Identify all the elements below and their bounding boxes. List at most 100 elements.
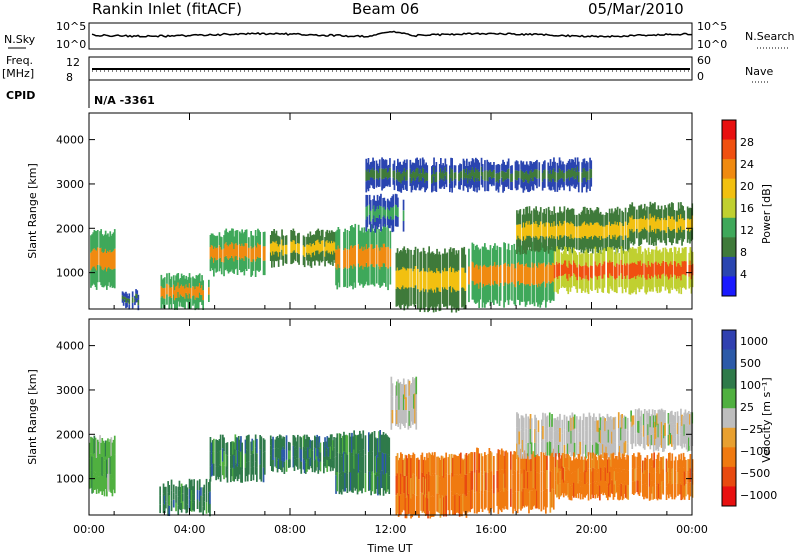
- heatmap-cell: [100, 442, 102, 459]
- heatmap-cell: [311, 461, 314, 473]
- heatmap-cell: [642, 218, 645, 230]
- heatmap-cell: [665, 486, 668, 500]
- heatmap-cell: [541, 173, 544, 182]
- heatmap-cell: [421, 452, 424, 473]
- heatmap-cell: [526, 471, 529, 489]
- heatmap-cell: [461, 287, 463, 308]
- heatmap-cell: [444, 457, 446, 477]
- heatmap-cell: [328, 230, 331, 242]
- heatmap-cell: [661, 274, 663, 287]
- heatmap-cell: [353, 245, 355, 265]
- heatmap-cell: [634, 409, 637, 422]
- heatmap-cell: [244, 467, 247, 482]
- heatmap-cell: [182, 493, 184, 502]
- heatmap-cell: [436, 456, 438, 475]
- heatmap-cell: [604, 453, 607, 468]
- heatmap-cell: [527, 224, 530, 236]
- heatmap-cell: [618, 275, 620, 288]
- heatmap-cell: [400, 410, 403, 424]
- heatmap-cell: [686, 425, 689, 439]
- heatmap-cell: [349, 265, 352, 286]
- heatmap-cell: [542, 412, 544, 426]
- heatmap-cell: [355, 435, 358, 454]
- heatmap-cell: [508, 250, 511, 267]
- heatmap-cell: [102, 440, 105, 458]
- date-title: 05/Mar/2010: [588, 0, 684, 18]
- heatmap-cell: [215, 260, 217, 273]
- heatmap-cell: [688, 208, 690, 219]
- heatmap-cell: [382, 158, 384, 169]
- heatmap-cell: [621, 223, 623, 236]
- heatmap-cell: [262, 452, 265, 468]
- heatmap-cell: [420, 473, 423, 493]
- heatmap-cell: [317, 449, 320, 462]
- heatmap-cell: [521, 240, 524, 254]
- heatmap-cell: [645, 229, 647, 239]
- heatmap-cell: [606, 443, 609, 459]
- heatmap-cell: [516, 470, 519, 492]
- heatmap-cell: [211, 452, 214, 464]
- heatmap-cell: [503, 455, 505, 474]
- heatmap-cell: [172, 294, 175, 305]
- heatmap-cell: [224, 230, 226, 244]
- heatmap-cell: [366, 162, 369, 172]
- heatmap-cell: [188, 283, 191, 294]
- heatmap-cell: [101, 269, 104, 287]
- heatmap-cell: [673, 210, 675, 220]
- heatmap-cell: [112, 250, 115, 270]
- heatmap-cell: [683, 210, 686, 221]
- heatmap-cell: [382, 243, 385, 264]
- heatmap-cell: [335, 249, 337, 268]
- heatmap-cell: [397, 379, 399, 396]
- heatmap-cell: [579, 226, 582, 238]
- heatmap-cell: [369, 434, 371, 454]
- heatmap-cell: [551, 178, 554, 187]
- heatmap-cell: [497, 173, 500, 183]
- heatmap-cell: [670, 484, 672, 497]
- heatmap-cell: [346, 249, 349, 269]
- heatmap-cell: [656, 413, 658, 426]
- heatmap-cell: [613, 417, 616, 430]
- heatmap-cell: [581, 182, 583, 193]
- heatmap-cell: [216, 452, 219, 465]
- heatmap-cell: [392, 219, 395, 232]
- heatmap-cell: [623, 428, 626, 443]
- heatmap-cell: [450, 472, 453, 492]
- heatmap-cell: [282, 436, 284, 447]
- heatmap-cell: [623, 415, 626, 429]
- heatmap-cell: [462, 158, 465, 170]
- heatmap-cell: [364, 473, 367, 493]
- heatmap-cell: [123, 296, 126, 300]
- heatmap-cell: [424, 460, 427, 479]
- heatmap-cell: [660, 434, 663, 448]
- heatmap-cell: [239, 231, 241, 245]
- heatmap-cell: [583, 484, 585, 497]
- heatmap-cell: [649, 416, 652, 428]
- heatmap-cell: [445, 495, 447, 517]
- heatmap-cell: [213, 262, 215, 277]
- heatmap-cell: [467, 455, 469, 475]
- heatmap-cell: [491, 284, 494, 303]
- heatmap-cell: [566, 178, 569, 187]
- heatmap-cell: [462, 248, 464, 268]
- heatmap-cell: [629, 279, 632, 295]
- heatmap-cell: [677, 425, 680, 436]
- heatmap-cell: [664, 261, 667, 277]
- heatmap-cell: [534, 237, 536, 252]
- heatmap-cell: [654, 215, 656, 229]
- heatmap-cell: [559, 206, 561, 221]
- heatmap-cell: [565, 416, 568, 431]
- heatmap-cell: [110, 474, 113, 493]
- heatmap-cell: [574, 484, 576, 497]
- heatmap-cell: [451, 169, 453, 182]
- heatmap-cell: [430, 270, 433, 289]
- heatmap-cell: [565, 178, 568, 186]
- heatmap-cell: [682, 452, 685, 468]
- heatmap-cell: [332, 243, 334, 255]
- heatmap-cell: [674, 424, 677, 437]
- heatmap-cell: [163, 277, 166, 288]
- heatmap-cell: [537, 443, 540, 456]
- heatmap-cell: [432, 455, 435, 476]
- heatmap-cell: [626, 238, 629, 251]
